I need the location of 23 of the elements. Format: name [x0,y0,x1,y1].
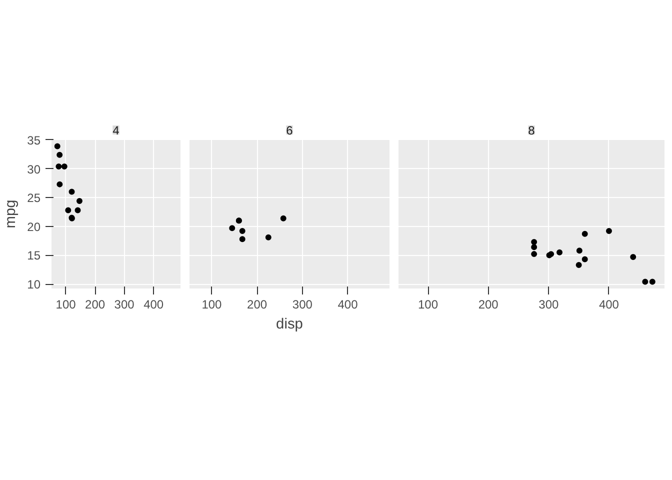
x-tick-label: 200 [478,298,499,312]
chart-title: 8 [528,124,536,138]
x-tick-label: 400 [598,298,620,312]
y-tick-label: 25 [27,191,41,206]
x-tick-label: 400 [338,298,358,312]
x-tick-label: 200 [247,298,268,312]
x-tick-label: 100 [202,298,222,312]
y-tick-label: 15 [27,248,41,263]
x-tick-label: 300 [538,298,559,312]
x-tick-label: 100 [418,298,438,312]
x-tick-label: 100 [56,298,76,312]
y-tick-label: 35 [27,133,41,148]
chart-title: 4 [112,124,120,138]
x-tick-label: 400 [144,298,164,312]
chart-title: 6 [286,124,294,138]
x-tick-label: 300 [114,298,135,312]
x-tick-label: 200 [85,298,106,312]
y-tick-label: 10 [27,278,41,292]
y-tick-label: 20 [27,220,41,234]
x-tick-label: 300 [292,298,313,312]
y-axis-title: mpg [3,200,20,228]
x-axis-title: disp [276,316,303,332]
y-tick-label: 30 [27,162,41,176]
